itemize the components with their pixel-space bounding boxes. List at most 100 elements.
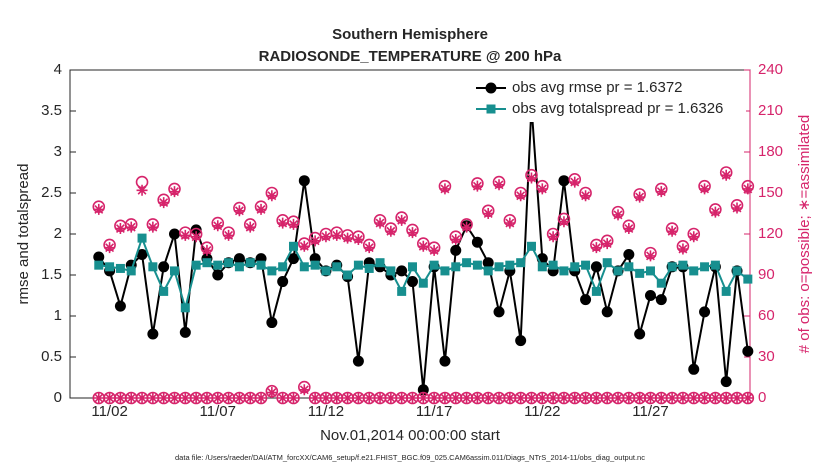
marker bbox=[655, 392, 667, 404]
marker bbox=[298, 175, 310, 187]
marker bbox=[105, 262, 115, 272]
marker bbox=[667, 262, 677, 272]
marker bbox=[298, 384, 310, 396]
marker bbox=[493, 179, 505, 191]
marker bbox=[148, 262, 158, 272]
marker bbox=[428, 392, 440, 404]
marker bbox=[471, 180, 483, 192]
marker bbox=[385, 392, 397, 404]
marker bbox=[417, 392, 429, 404]
marker bbox=[332, 262, 342, 272]
marker bbox=[559, 266, 569, 276]
marker bbox=[278, 262, 288, 272]
marker bbox=[179, 392, 191, 404]
marker bbox=[179, 229, 191, 241]
marker bbox=[266, 387, 278, 399]
y2-tick-label: 150 bbox=[758, 184, 783, 201]
marker bbox=[516, 258, 526, 268]
marker bbox=[299, 262, 309, 272]
marker bbox=[644, 250, 656, 262]
marker bbox=[710, 260, 720, 270]
marker bbox=[287, 218, 299, 230]
marker bbox=[644, 392, 656, 404]
marker bbox=[93, 203, 105, 215]
marker bbox=[375, 258, 385, 268]
marker bbox=[525, 392, 537, 404]
marker bbox=[396, 392, 408, 404]
marker bbox=[93, 251, 105, 263]
marker bbox=[147, 221, 159, 233]
marker bbox=[493, 392, 505, 404]
y2-tick-label: 60 bbox=[758, 307, 775, 324]
marker bbox=[461, 392, 473, 404]
marker bbox=[287, 253, 299, 265]
y-tick-label: 0 bbox=[54, 389, 62, 406]
marker bbox=[493, 306, 505, 318]
marker bbox=[558, 392, 570, 404]
marker bbox=[601, 238, 613, 250]
marker bbox=[168, 228, 180, 240]
marker bbox=[233, 205, 245, 217]
marker bbox=[720, 392, 732, 404]
marker bbox=[623, 392, 635, 404]
marker bbox=[244, 221, 256, 233]
marker bbox=[590, 392, 602, 404]
marker bbox=[352, 392, 364, 404]
marker bbox=[634, 392, 646, 404]
marker bbox=[407, 262, 417, 272]
marker bbox=[591, 286, 601, 296]
marker bbox=[287, 392, 299, 404]
x-axis-label: Nov.01,2014 00:00:00 start bbox=[320, 427, 501, 444]
marker bbox=[158, 197, 170, 209]
marker bbox=[233, 253, 245, 265]
marker bbox=[688, 231, 700, 243]
marker bbox=[536, 392, 548, 404]
marker bbox=[363, 392, 375, 404]
marker bbox=[114, 223, 126, 235]
marker bbox=[136, 392, 148, 404]
marker bbox=[515, 392, 527, 404]
x-tick-label: 11/07 bbox=[200, 403, 236, 420]
marker bbox=[537, 262, 547, 272]
marker bbox=[190, 224, 202, 236]
legend-box bbox=[470, 76, 746, 122]
marker bbox=[547, 392, 559, 404]
marker bbox=[580, 392, 592, 404]
marker bbox=[709, 392, 721, 404]
marker bbox=[406, 276, 418, 288]
marker bbox=[699, 392, 711, 404]
y-tick-label: 3 bbox=[54, 143, 62, 160]
marker bbox=[158, 261, 170, 273]
marker bbox=[385, 225, 397, 237]
x-tick-label: 11/17 bbox=[416, 403, 452, 420]
marker bbox=[623, 249, 635, 260]
marker bbox=[634, 328, 646, 340]
marker bbox=[418, 278, 428, 288]
marker bbox=[461, 221, 473, 233]
marker bbox=[721, 286, 731, 296]
marker bbox=[309, 235, 321, 247]
marker bbox=[179, 326, 191, 338]
marker bbox=[136, 249, 148, 260]
marker bbox=[255, 392, 267, 404]
marker bbox=[677, 243, 689, 255]
marker bbox=[731, 392, 743, 404]
chart-title: Southern Hemisphere bbox=[332, 26, 488, 43]
marker bbox=[223, 229, 235, 241]
marker bbox=[505, 260, 515, 270]
marker bbox=[429, 260, 439, 270]
marker bbox=[234, 262, 244, 272]
marker bbox=[655, 186, 667, 198]
marker bbox=[363, 242, 375, 254]
marker bbox=[397, 286, 407, 296]
marker bbox=[700, 262, 710, 272]
marker bbox=[277, 392, 289, 404]
x-tick-label: 11/12 bbox=[308, 403, 344, 420]
marker bbox=[168, 186, 180, 198]
marker bbox=[482, 208, 494, 219]
marker bbox=[331, 392, 343, 404]
marker bbox=[417, 240, 429, 252]
y2-tick-label: 210 bbox=[758, 102, 783, 119]
marker bbox=[158, 392, 170, 404]
x-tick-label: 11/02 bbox=[91, 403, 127, 420]
